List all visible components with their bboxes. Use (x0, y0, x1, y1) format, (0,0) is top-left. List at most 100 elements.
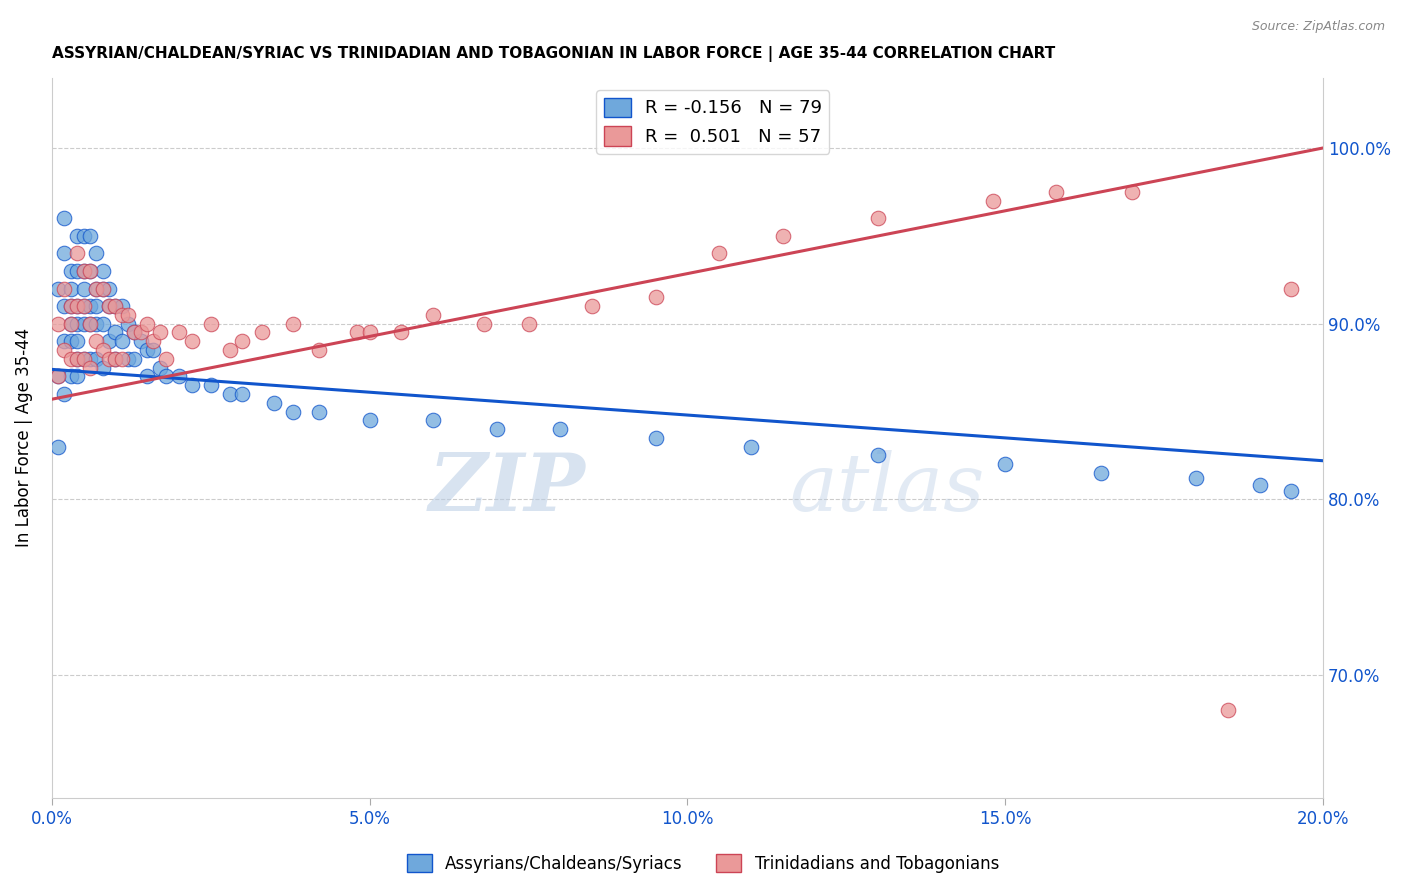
Point (97, 299, 120, 313)
Point (72, 299, 94, 313)
Point (53, 281, 76, 295)
Point (97, 351, 120, 366)
Point (422, 308, 444, 322)
Point (581, 299, 603, 313)
Point (1279, 483, 1302, 498)
Point (59, 351, 82, 366)
Point (66, 334, 89, 349)
Point (72, 228, 94, 243)
Point (79, 351, 101, 366)
Point (66, 299, 89, 313)
Point (129, 334, 152, 349)
Point (1090, 466, 1112, 480)
Point (180, 334, 202, 349)
Point (1121, 185, 1143, 199)
Point (72, 317, 94, 331)
Point (72, 299, 94, 313)
Point (218, 343, 240, 357)
Point (359, 326, 381, 340)
Point (517, 317, 540, 331)
Point (472, 317, 495, 331)
Point (46, 281, 69, 295)
Point (59, 317, 82, 331)
Point (136, 317, 159, 331)
Point (981, 194, 1004, 208)
Text: Source: ZipAtlas.com: Source: ZipAtlas.com (1251, 20, 1385, 33)
Point (422, 413, 444, 427)
Point (72, 264, 94, 278)
Point (644, 431, 666, 445)
Point (59, 299, 82, 313)
Point (389, 326, 412, 340)
Point (485, 422, 508, 436)
Point (53, 211, 76, 226)
Point (308, 404, 330, 418)
Point (124, 326, 146, 340)
Point (66, 246, 89, 260)
Point (104, 326, 127, 340)
Point (263, 396, 285, 410)
Point (97, 281, 120, 295)
Point (149, 326, 172, 340)
Point (91, 281, 114, 295)
Point (111, 308, 134, 322)
Point (91, 317, 114, 331)
Point (53, 246, 76, 260)
Point (142, 334, 165, 349)
Point (1216, 703, 1239, 717)
Point (868, 211, 890, 226)
Text: atlas: atlas (789, 450, 984, 527)
Point (124, 326, 146, 340)
Point (79, 264, 101, 278)
Point (117, 308, 139, 322)
Point (868, 449, 890, 463)
Point (1045, 185, 1067, 199)
Point (53, 387, 76, 401)
Text: ZIP: ZIP (429, 450, 586, 527)
Point (167, 326, 190, 340)
Point (994, 457, 1017, 471)
Point (111, 334, 134, 349)
Point (84, 281, 107, 295)
Point (91, 281, 114, 295)
Point (59, 317, 82, 331)
Legend: Assyrians/Chaldeans/Syriacs, Trinidadians and Tobagonians: Assyrians/Chaldeans/Syriacs, Trinidadian… (401, 847, 1005, 880)
Point (72, 351, 94, 366)
Point (772, 228, 794, 243)
Point (59, 369, 82, 384)
Text: ASSYRIAN/CHALDEAN/SYRIAC VS TRINIDADIAN AND TOBAGONIAN IN LABOR FORCE | AGE 35-4: ASSYRIAN/CHALDEAN/SYRIAC VS TRINIDADIAN … (52, 46, 1054, 62)
Point (53, 343, 76, 357)
Point (66, 351, 89, 366)
Point (72, 281, 94, 295)
Point (117, 317, 139, 331)
Point (84, 334, 107, 349)
Point (136, 343, 159, 357)
Point (346, 326, 368, 340)
Point (200, 317, 222, 331)
Point (283, 317, 305, 331)
Point (79, 360, 101, 375)
Point (97, 334, 120, 349)
Point (359, 413, 381, 427)
Point (111, 351, 134, 366)
Point (1279, 281, 1302, 295)
Point (46, 440, 69, 454)
Point (104, 351, 127, 366)
Point (740, 440, 762, 454)
Point (149, 360, 172, 375)
Point (79, 299, 101, 313)
Point (66, 228, 89, 243)
Point (91, 343, 114, 357)
Y-axis label: In Labor Force | Age 35-44: In Labor Force | Age 35-44 (15, 328, 32, 548)
Point (84, 246, 107, 260)
Point (180, 378, 202, 392)
Point (111, 299, 134, 313)
Point (46, 317, 69, 331)
Point (66, 369, 89, 384)
Point (84, 317, 107, 331)
Point (200, 378, 222, 392)
Point (709, 246, 731, 260)
Point (84, 351, 107, 366)
Point (84, 299, 107, 313)
Legend: R = -0.156   N = 79, R =  0.501   N = 57: R = -0.156 N = 79, R = 0.501 N = 57 (596, 90, 830, 153)
